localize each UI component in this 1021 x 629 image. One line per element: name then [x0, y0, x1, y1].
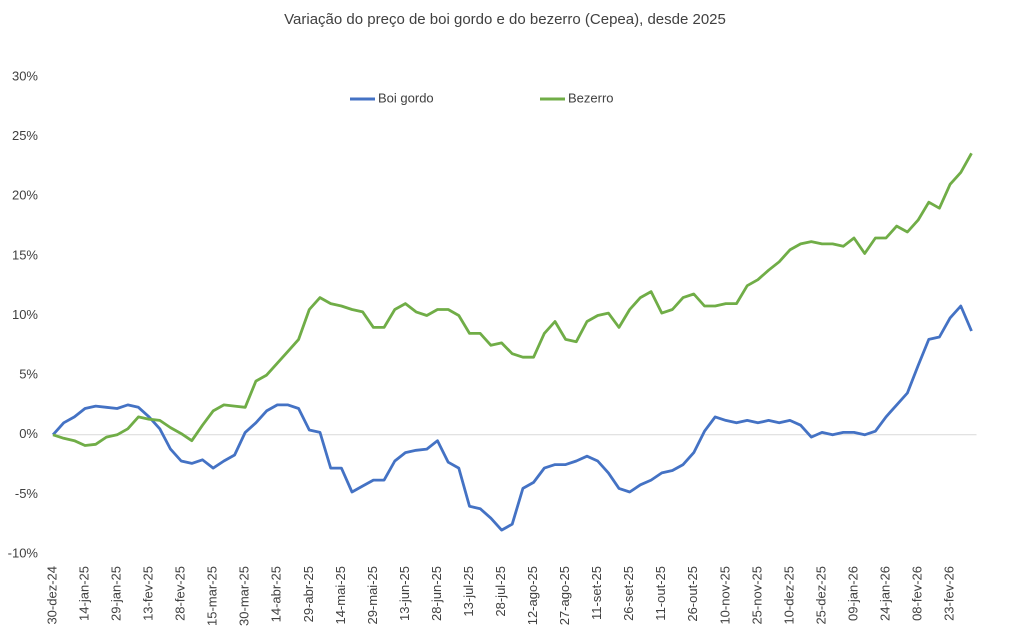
x-tick-label: 10-dez-25	[781, 566, 796, 625]
x-tick-label: 29-jan-25	[109, 566, 124, 621]
y-tick-label: 5%	[19, 367, 38, 382]
x-tick-label: 25-nov-25	[749, 566, 764, 625]
x-tick-label: 23-fev-26	[942, 566, 957, 621]
legend-label: Bezerro	[568, 90, 614, 105]
y-tick-label: 0%	[19, 426, 38, 441]
x-tick-label: 29-mai-25	[365, 566, 380, 625]
x-tick-label: 12-ago-25	[525, 566, 540, 625]
x-tick-label: 28-fev-25	[173, 566, 188, 621]
x-tick-label: 25-dez-25	[813, 566, 828, 625]
x-tick-label: 26-out-25	[685, 566, 700, 622]
y-tick-label: -10%	[8, 545, 39, 560]
x-tick-label: 30-dez-24	[44, 566, 59, 625]
x-tick-label: 11-set-25	[589, 566, 604, 620]
x-tick-label: 24-jan-26	[877, 566, 892, 621]
x-tick-label: 14-jan-25	[76, 566, 91, 621]
y-tick-label: 25%	[12, 128, 38, 143]
x-tick-label: 27-ago-25	[557, 566, 572, 625]
x-tick-label: 26-set-25	[621, 566, 636, 621]
x-tick-label: 10-nov-25	[717, 566, 732, 625]
x-tick-label: 13-jul-25	[461, 566, 476, 617]
y-tick-label: -5%	[15, 486, 39, 501]
legend-label: Boi gordo	[378, 90, 434, 105]
x-tick-label: 08-fev-26	[910, 566, 925, 621]
x-tick-label: 11-out-25	[653, 566, 668, 621]
x-tick-label: 09-jan-26	[845, 566, 860, 621]
x-tick-label: 13-fev-25	[141, 566, 156, 621]
x-tick-label: 13-jun-25	[397, 566, 412, 621]
y-tick-label: 30%	[12, 68, 38, 83]
x-tick-label: 30-mar-25	[237, 566, 252, 626]
x-tick-label: 15-mar-25	[205, 566, 220, 626]
x-tick-label: 28-jul-25	[493, 566, 508, 617]
y-tick-label: 20%	[12, 188, 38, 203]
x-tick-label: 14-mai-25	[333, 566, 348, 625]
x-tick-label: 28-jun-25	[429, 566, 444, 621]
chart-title: Variação do preço de boi gordo e do beze…	[284, 11, 726, 28]
x-tick-label: 14-abr-25	[269, 566, 284, 622]
y-tick-label: 15%	[12, 247, 38, 262]
x-tick-label: 29-abr-25	[301, 566, 316, 622]
line-series	[52, 152, 973, 447]
y-tick-label: 10%	[12, 307, 38, 322]
line-series	[51, 304, 973, 532]
